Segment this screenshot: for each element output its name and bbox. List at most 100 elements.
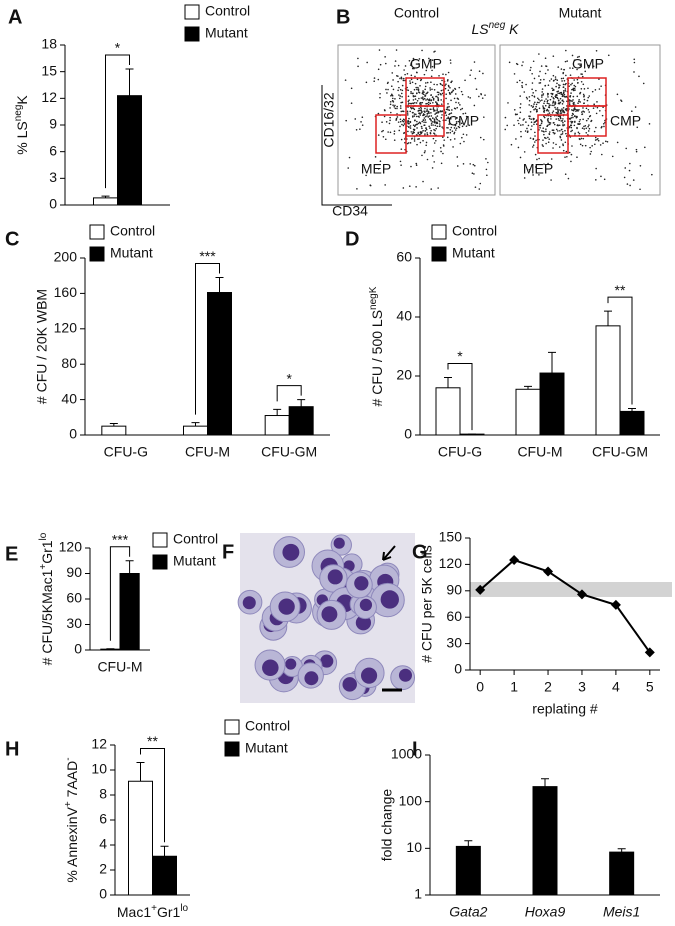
event-dot: [525, 83, 527, 86]
event-dot: [407, 102, 410, 104]
event-dot: [442, 152, 444, 155]
data-point: [576, 589, 587, 600]
event-dot: [521, 86, 524, 89]
event-dot: [629, 162, 631, 165]
event-dot: [408, 122, 410, 125]
event-dot: [547, 141, 550, 144]
event-dot: [424, 88, 426, 91]
y-axis-label-part: lo: [38, 532, 49, 540]
y-tick-label: 6: [99, 811, 107, 827]
event-dot: [425, 141, 428, 144]
event-dot: [385, 62, 387, 65]
event-dot: [469, 97, 471, 99]
event-dot: [557, 92, 559, 95]
y-tick-label: 0: [74, 641, 82, 657]
x-tick-label: 5: [646, 679, 654, 695]
event-dot: [422, 139, 424, 142]
event-dot: [576, 156, 578, 159]
event-dot: [556, 90, 558, 93]
event-dot: [447, 71, 450, 74]
event-dot: [403, 131, 406, 134]
event-dot: [449, 139, 452, 141]
event-dot: [504, 128, 507, 131]
error-bar: [191, 422, 200, 427]
event-dot: [393, 130, 396, 133]
event-dot: [424, 85, 427, 88]
x-tick-label: CFU-M: [97, 659, 142, 675]
event-dot: [462, 163, 465, 165]
event-dot: [585, 127, 588, 130]
event-dot: [562, 100, 565, 103]
event-dot: [570, 83, 572, 86]
event-dot: [392, 88, 395, 91]
event-dot: [446, 117, 448, 120]
event-dot: [556, 82, 558, 85]
event-dot: [548, 80, 551, 82]
event-dot: [589, 146, 591, 149]
legend-label: Control: [205, 3, 250, 19]
event-dot: [400, 148, 403, 150]
event-dot: [377, 78, 380, 81]
event-dot: [452, 146, 454, 148]
gate: [375, 114, 407, 154]
event-dot: [571, 82, 573, 85]
y-axis-label-part: # CFU / 500 LS: [369, 310, 385, 407]
event-dot: [344, 79, 347, 81]
event-dot: [586, 99, 589, 102]
event-dot: [587, 64, 590, 67]
event-dot: [450, 126, 453, 129]
event-dot: [526, 98, 529, 100]
event-dot: [436, 108, 439, 110]
event-dot: [517, 122, 520, 125]
bar: [515, 388, 541, 436]
bar: [100, 648, 121, 651]
nucleus: [398, 668, 413, 682]
panel-letter: I: [412, 738, 418, 760]
event-dot: [581, 127, 584, 130]
event-dot: [396, 107, 398, 110]
event-dot: [438, 74, 440, 77]
event-dot: [394, 65, 396, 67]
event-dot: [437, 98, 440, 100]
event-dot: [402, 187, 405, 189]
event-dot: [542, 127, 545, 129]
event-dot: [533, 123, 535, 126]
event-dot: [418, 63, 420, 65]
legend-label: Mutant: [452, 245, 495, 261]
event-dot: [441, 79, 443, 82]
event-dot: [530, 118, 532, 120]
event-dot: [455, 101, 457, 104]
event-dot: [553, 121, 555, 124]
event-dot: [475, 88, 478, 90]
event-dot: [433, 89, 436, 91]
y-axis-label: # CFU / 20K WBM: [34, 289, 50, 404]
event-dot: [345, 119, 347, 122]
event-dot: [583, 125, 585, 128]
event-dot: [390, 85, 393, 88]
event-dot: [460, 122, 463, 125]
event-dot: [450, 112, 453, 114]
event-dot: [431, 167, 434, 169]
event-dot: [436, 83, 438, 86]
event-dot: [444, 87, 447, 90]
event-dot: [589, 153, 592, 155]
event-dot: [415, 186, 417, 188]
event-dot: [569, 117, 571, 120]
event-dot: [587, 130, 590, 132]
y-axis-label-part: -: [63, 757, 74, 760]
event-dot: [555, 128, 558, 131]
x-tick-label: CFU-G: [104, 444, 148, 460]
event-dot: [545, 128, 547, 131]
event-dot: [588, 95, 591, 97]
event-dot: [620, 99, 622, 101]
event-dot: [434, 50, 436, 53]
panel-letter: E: [5, 543, 18, 565]
event-dot: [550, 95, 553, 98]
y-tick-label: 9: [49, 116, 57, 132]
event-dot: [568, 101, 571, 103]
y-tick-label: 60: [446, 608, 462, 624]
event-dot: [528, 104, 531, 106]
event-dot: [389, 111, 392, 114]
event-dot: [587, 96, 590, 99]
event-dot: [580, 137, 583, 140]
